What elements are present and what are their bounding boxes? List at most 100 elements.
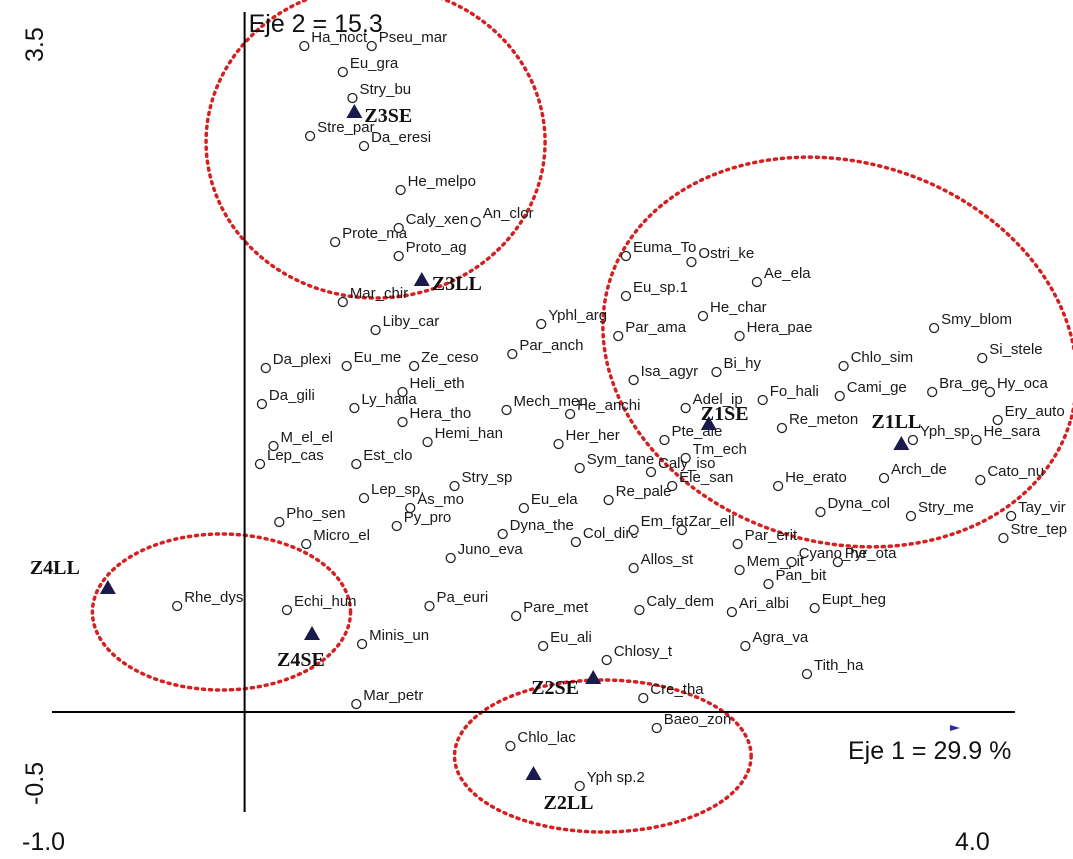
species-label: Yphl_arg bbox=[548, 307, 607, 324]
species-point: Hy_oca bbox=[984, 375, 1049, 398]
species-marker bbox=[878, 472, 890, 484]
species-label: Mech_men bbox=[514, 393, 588, 410]
species-point: Rhe_dys bbox=[172, 589, 243, 612]
species-point: Eu_sp.1 bbox=[620, 279, 688, 302]
species-marker bbox=[329, 236, 341, 248]
species-marker bbox=[281, 604, 293, 616]
species-label: Ae_ela bbox=[764, 265, 811, 282]
species-point: Tm_ech bbox=[680, 441, 747, 464]
species-label: Yph sp.2 bbox=[587, 769, 645, 786]
species-point: He_erato bbox=[772, 469, 847, 492]
species-marker bbox=[998, 532, 1009, 544]
species-label: Hemi_han bbox=[435, 425, 503, 442]
species-marker bbox=[734, 564, 745, 576]
species-point: Bi_hy bbox=[711, 355, 761, 378]
species-point: Si_stele bbox=[977, 341, 1043, 364]
species-marker bbox=[651, 722, 662, 734]
species-label: Pyr_ota bbox=[845, 545, 897, 562]
species-point: Juno_eva bbox=[445, 541, 523, 564]
species-label: Eu_gra bbox=[350, 55, 399, 72]
species-label: Chlosy_t bbox=[614, 643, 673, 660]
species-point: Smy_blom bbox=[928, 311, 1012, 334]
species-label: Cyano_he bbox=[799, 545, 867, 562]
site-label: Z4SE bbox=[277, 649, 325, 671]
species-label: Adel_ip bbox=[693, 391, 743, 408]
species-label: Hera_pae bbox=[747, 319, 813, 336]
species-label: Stry_me bbox=[918, 499, 974, 516]
site-marker bbox=[413, 272, 430, 286]
species-point: Par_erit bbox=[732, 527, 798, 550]
species-marker bbox=[1005, 510, 1017, 522]
species-point: Eu_gra bbox=[337, 55, 399, 78]
group-ellipse-2 bbox=[601, 155, 1073, 549]
species-point: Hera_pae bbox=[734, 319, 813, 342]
species-label: Da_plexi bbox=[273, 351, 331, 368]
species-label: Lep_sp. bbox=[371, 481, 424, 498]
site-label: Z4LL bbox=[30, 557, 80, 579]
species-point: Pyr_ota bbox=[832, 545, 897, 568]
species-point: Eu_me bbox=[341, 349, 401, 372]
species-layer: Ha_noct Pseu_mar Eu_gra Stry_bu Stre_parDa_e… bbox=[172, 29, 1067, 792]
species-label: Smy_blom bbox=[941, 311, 1012, 328]
species-point: Caly_iso bbox=[645, 455, 716, 478]
species-marker bbox=[347, 92, 358, 104]
species-label: Py_pro bbox=[404, 509, 452, 526]
species-point: Dyna_col bbox=[815, 495, 890, 518]
species-label: Mar_chir bbox=[350, 285, 408, 302]
species-marker bbox=[732, 538, 743, 550]
species-point: Ly_halia bbox=[349, 391, 417, 414]
species-label: Si_stele bbox=[989, 341, 1042, 358]
species-label: Euma_To bbox=[633, 239, 696, 256]
species-marker bbox=[634, 604, 645, 616]
species-marker bbox=[397, 416, 408, 428]
species-label: He_sara bbox=[983, 423, 1040, 440]
species-label: Mar_petr bbox=[363, 687, 423, 704]
species-label: Baeo_zon bbox=[664, 711, 732, 728]
species-label: Hy_oca bbox=[997, 375, 1049, 392]
species-marker bbox=[686, 256, 697, 268]
species-marker bbox=[366, 40, 377, 52]
species-marker bbox=[740, 640, 751, 652]
species-point: Stry_bu bbox=[347, 81, 411, 104]
species-point: Chlo_sim bbox=[838, 349, 913, 372]
species-marker bbox=[726, 606, 738, 618]
species-label: Minis_un bbox=[369, 627, 429, 644]
species-marker bbox=[299, 40, 310, 52]
species-marker bbox=[507, 348, 518, 360]
species-marker bbox=[393, 222, 404, 234]
site-label: Z1LL bbox=[871, 411, 921, 433]
species-label: Ostri_ke bbox=[698, 245, 754, 262]
species-marker bbox=[172, 600, 183, 612]
site-point: Z1SE bbox=[700, 403, 749, 430]
species-marker bbox=[256, 398, 268, 410]
species-label: Par_erit bbox=[745, 527, 798, 544]
species-marker bbox=[301, 538, 312, 550]
species-marker bbox=[497, 528, 508, 540]
species-point: Allos_st bbox=[628, 551, 694, 574]
species-marker bbox=[603, 494, 614, 506]
site-marker bbox=[700, 416, 717, 430]
species-marker bbox=[422, 436, 433, 448]
species-label: Prote_ma bbox=[342, 225, 408, 242]
species-marker bbox=[809, 602, 820, 614]
species-marker bbox=[786, 556, 797, 568]
species-marker bbox=[697, 310, 709, 322]
species-marker bbox=[711, 366, 722, 378]
species-label: Pan_bit bbox=[775, 567, 827, 584]
species-point: Pare_met bbox=[511, 599, 589, 622]
species-label: Proto_ag bbox=[406, 239, 467, 256]
species-marker bbox=[449, 480, 460, 492]
species-marker bbox=[260, 362, 271, 374]
species-marker bbox=[676, 524, 687, 536]
species-marker bbox=[659, 434, 670, 446]
species-marker bbox=[971, 434, 982, 446]
species-point: Py_pro bbox=[391, 509, 452, 532]
species-marker bbox=[445, 552, 456, 564]
species-point: Hemi_han bbox=[422, 425, 503, 448]
species-marker bbox=[628, 562, 639, 574]
species-point: Cyano_he bbox=[786, 545, 867, 568]
species-label: Stre_tep bbox=[1010, 521, 1067, 538]
species-marker bbox=[337, 66, 348, 78]
